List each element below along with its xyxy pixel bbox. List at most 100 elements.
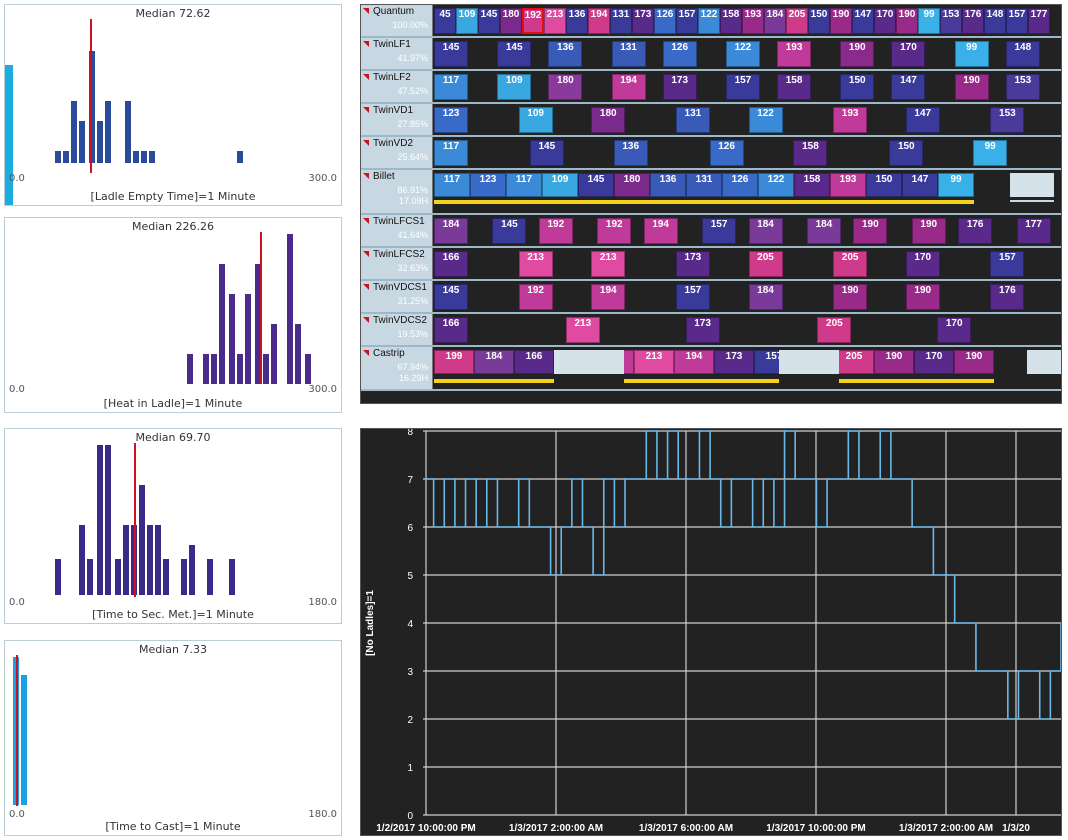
heat-block[interactable]: 126 [722, 173, 758, 197]
heat-block[interactable]: 157 [676, 8, 698, 34]
heat-block[interactable]: 213 [544, 8, 566, 34]
heat-block[interactable]: 158 [720, 8, 742, 34]
heat-block[interactable]: 153 [1005, 74, 1040, 100]
heat-block[interactable]: 192 [597, 218, 632, 244]
heat-block[interactable]: 176 [958, 218, 993, 244]
heat-block[interactable]: 166 [434, 251, 468, 277]
heat-block[interactable]: 136 [548, 41, 583, 67]
heat-block[interactable]: 136 [613, 140, 648, 166]
heat-block[interactable]: 147 [852, 8, 874, 34]
heat-block[interactable]: 193 [777, 41, 812, 67]
heat-block[interactable]: 122 [758, 173, 794, 197]
heat-block[interactable]: 184 [748, 218, 783, 244]
heat-block[interactable]: 170 [874, 8, 896, 34]
heat-block[interactable]: 180 [614, 173, 650, 197]
heat-block[interactable]: 190 [840, 41, 875, 67]
heat-block[interactable]: 145 [529, 140, 564, 166]
heat-block[interactable]: 131 [610, 8, 632, 34]
heat-block[interactable]: 180 [548, 74, 583, 100]
heat-block[interactable]: 126 [654, 8, 676, 34]
heat-block[interactable]: 205 [833, 251, 868, 277]
heat-block[interactable]: 157 [702, 218, 737, 244]
heat-block[interactable]: 180 [500, 8, 522, 34]
heat-block[interactable]: 153 [990, 107, 1025, 133]
heat-block[interactable]: 99 [938, 173, 974, 197]
heat-block[interactable]: 117 [434, 140, 468, 166]
heat-block[interactable]: 136 [650, 173, 686, 197]
heat-block[interactable]: 192 [538, 218, 573, 244]
heat-block[interactable]: 145 [434, 41, 468, 67]
heat-block[interactable]: 145 [478, 8, 500, 34]
heat-block[interactable]: 131 [675, 107, 710, 133]
heat-block[interactable]: 157 [1006, 8, 1028, 34]
gantt-row-label[interactable]: TwinLFCS1 41.64% [361, 215, 433, 246]
heat-block[interactable]: 199 [434, 350, 474, 374]
heat-block[interactable]: 190 [954, 350, 994, 374]
heat-block[interactable]: 192 [522, 8, 544, 34]
heat-block[interactable]: 176 [990, 284, 1025, 310]
heat-block[interactable]: 173 [685, 317, 720, 343]
heat-block[interactable]: 145 [434, 284, 468, 310]
heat-block[interactable]: 136 [566, 8, 588, 34]
heat-block[interactable]: 190 [954, 74, 989, 100]
heat-block[interactable]: 123 [434, 107, 468, 133]
heat-block[interactable]: 147 [905, 107, 940, 133]
heat-block[interactable]: 145 [492, 218, 527, 244]
heat-block[interactable]: 99 [918, 8, 940, 34]
heat-block[interactable]: 166 [434, 317, 468, 343]
heat-block[interactable]: 184 [764, 8, 786, 34]
gantt-row-label[interactable]: TwinVDCS1 31.25% [361, 281, 433, 312]
heat-block[interactable]: 117 [434, 74, 468, 100]
heat-block[interactable]: 170 [914, 350, 954, 374]
heat-block[interactable]: 170 [905, 251, 940, 277]
heat-block[interactable]: 213 [518, 251, 553, 277]
heat-block[interactable]: 193 [742, 8, 764, 34]
heat-block[interactable]: 147 [902, 173, 938, 197]
heat-block[interactable]: 99 [954, 41, 989, 67]
heat-block[interactable]: 213 [565, 317, 600, 343]
heat-block[interactable]: 109 [542, 173, 578, 197]
heat-block[interactable]: 177 [1016, 218, 1051, 244]
heat-block[interactable]: 157 [990, 251, 1025, 277]
heat-block[interactable]: 99 [973, 140, 1008, 166]
heat-block[interactable]: 192 [518, 284, 553, 310]
heat-block[interactable]: 190 [905, 284, 940, 310]
heat-block[interactable]: 177 [1028, 8, 1050, 34]
gantt-row-label[interactable]: TwinVDCS2 19.53% [361, 314, 433, 345]
heat-block[interactable]: 150 [808, 8, 830, 34]
heat-block[interactable]: 158 [794, 173, 830, 197]
heat-block[interactable]: 173 [675, 251, 710, 277]
gantt-row-label[interactable]: Billet 86.91% 17.09H [361, 170, 433, 213]
gantt-row-label[interactable]: Quantum 100.00% [361, 5, 433, 36]
heat-block[interactable]: 145 [578, 173, 614, 197]
heat-block[interactable]: 158 [793, 140, 828, 166]
heat-block[interactable]: 150 [866, 173, 902, 197]
heat-block[interactable]: 190 [853, 218, 888, 244]
heat-block[interactable]: 109 [518, 107, 553, 133]
heat-block[interactable]: 205 [748, 251, 783, 277]
heat-block[interactable]: 173 [714, 350, 754, 374]
heat-block[interactable]: 184 [474, 350, 514, 374]
heat-block[interactable]: 117 [434, 173, 470, 197]
gantt-row-label[interactable]: TwinLF1 41.97% [361, 38, 433, 69]
gantt-row-label[interactable]: TwinVD1 27.85% [361, 104, 433, 135]
heat-block[interactable]: 123 [470, 173, 506, 197]
heat-block[interactable]: 190 [911, 218, 946, 244]
heat-block[interactable]: 173 [632, 8, 654, 34]
heat-block[interactable]: 109 [497, 74, 532, 100]
heat-block[interactable]: 170 [937, 317, 972, 343]
heat-block[interactable]: 158 [777, 74, 812, 100]
heat-block[interactable]: 153 [940, 8, 962, 34]
heat-block[interactable]: 184 [806, 218, 841, 244]
heat-block[interactable]: 205 [817, 317, 852, 343]
heat-block[interactable]: 194 [674, 350, 714, 374]
heat-block[interactable]: 190 [896, 8, 918, 34]
heat-block[interactable]: 193 [833, 107, 868, 133]
heat-block[interactable]: 205 [834, 350, 874, 374]
heat-block[interactable]: 176 [962, 8, 984, 34]
heat-block[interactable]: 194 [588, 8, 610, 34]
heat-block[interactable]: 194 [591, 284, 626, 310]
heat-block[interactable]: 194 [643, 218, 678, 244]
heat-block[interactable]: 122 [748, 107, 783, 133]
heat-block[interactable]: 117 [506, 173, 542, 197]
